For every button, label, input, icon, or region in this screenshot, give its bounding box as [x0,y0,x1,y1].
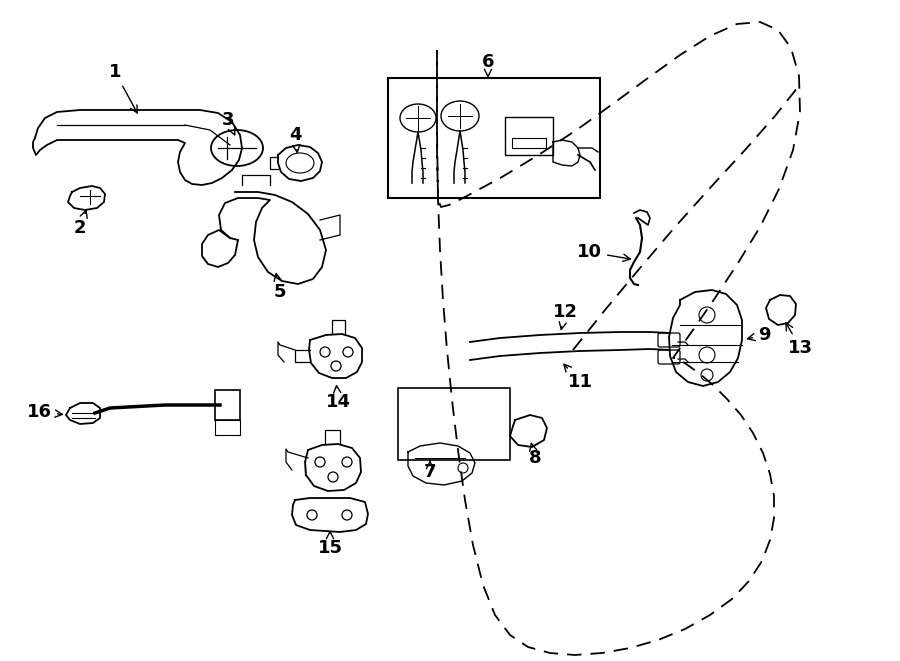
Text: 6: 6 [482,53,494,77]
Text: 8: 8 [528,443,541,467]
Text: 3: 3 [221,111,235,135]
Bar [512,138,546,148]
Text: 10: 10 [577,243,630,261]
Bar [505,117,553,155]
Text: 4: 4 [289,126,302,152]
Bar [388,78,600,198]
Bar [398,388,510,460]
Text: 7: 7 [424,460,436,481]
Text: 9: 9 [748,326,770,344]
Text: 15: 15 [318,531,343,557]
Text: 12: 12 [553,303,578,329]
Bar [215,420,240,435]
Text: 14: 14 [326,385,350,411]
Bar [215,390,240,420]
Text: 11: 11 [563,364,592,391]
Text: 13: 13 [786,323,813,357]
Text: 16: 16 [27,403,62,421]
Text: 5: 5 [274,274,286,301]
Text: 2: 2 [74,210,87,237]
Text: 1: 1 [109,63,138,113]
